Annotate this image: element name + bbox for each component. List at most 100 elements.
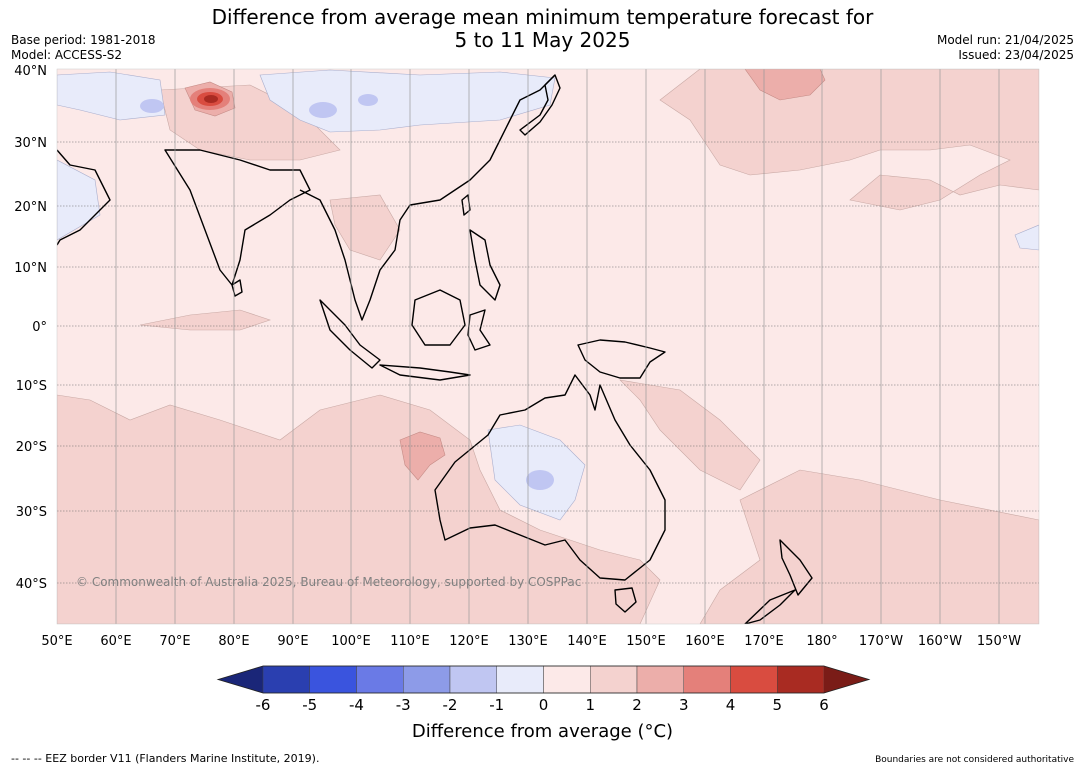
southern-ocean-warm-zone <box>57 394 661 624</box>
lon-label: 180° <box>806 634 837 649</box>
anomaly-hot-core <box>190 88 230 110</box>
colorbar-label: Difference from average (°C) <box>411 721 674 742</box>
model-name: Model: ACCESS-S2 <box>11 48 123 62</box>
anomaly-neg1-cores <box>140 94 554 490</box>
colorbar-tick-label: -3 <box>396 696 411 714</box>
lon-label: 100°E <box>331 634 371 649</box>
lon-label: 90°E <box>277 634 308 649</box>
colorbar-tick-label: 6 <box>819 696 829 714</box>
colorbar-tick-label: -4 <box>349 696 364 714</box>
new-guinea-coast <box>577 339 666 379</box>
lon-label: 80°E <box>218 634 249 649</box>
lon-label: 130°E <box>508 634 548 649</box>
lat-label: 40°N <box>14 64 47 79</box>
colorbar-swatch <box>683 665 731 694</box>
lat-label: 30°N <box>14 136 47 151</box>
japan-coast <box>519 74 561 136</box>
chart-subtitle: 5 to 11 May 2025 <box>454 28 631 52</box>
anomaly-1-2-zones <box>57 69 1039 624</box>
east-pacific-cool-zone <box>1014 224 1039 251</box>
colorbar-swatch <box>730 665 778 694</box>
lat-labels: 40°N 30°N 20°N 10°N 0° 10°S 20°S 30°S 40… <box>14 64 47 592</box>
colorbar-tick-label: 4 <box>726 696 736 714</box>
tasmania-coast <box>614 587 637 613</box>
philippines-coast <box>469 229 501 301</box>
colorbar-tick-label: -6 <box>256 696 271 714</box>
colorbar-tick-label: 0 <box>539 696 549 714</box>
lon-label: 120°E <box>449 634 489 649</box>
colorbar-swatch <box>403 665 451 694</box>
colorbar-tick-label: 3 <box>679 696 689 714</box>
pacific-warm-core <box>744 69 826 101</box>
north-pacific-warm-zone <box>659 69 1039 211</box>
lat-label: 20°N <box>14 200 47 215</box>
meta-left: Base period: 1981-2018 Model: ACCESS-S2 <box>11 33 156 63</box>
lon-label: 170°E <box>744 634 784 649</box>
lon-label: 110°E <box>390 634 430 649</box>
issued-date: Issued: 23/04/2025 <box>958 48 1074 62</box>
lat-label: 20°S <box>16 440 47 455</box>
meta-right: Model run: 21/04/2025 Issued: 23/04/2025 <box>937 33 1074 63</box>
western-australia-warm-core <box>399 431 446 481</box>
eez-legend: -- -- -- EEZ border V11 (Flanders Marine… <box>11 752 320 765</box>
lon-label: 150°W <box>977 634 1021 649</box>
lat-label: 40°S <box>16 577 47 592</box>
arabia-coast <box>57 149 111 246</box>
colorbar-tick-label: -1 <box>489 696 504 714</box>
lon-label: 60°E <box>100 634 131 649</box>
chart-title: Difference from average mean minimum tem… <box>211 5 874 29</box>
colorbar-swatch <box>496 665 544 694</box>
boundaries-note: Boundaries are not considered authoritat… <box>875 755 1074 765</box>
colorbar <box>216 665 871 694</box>
lon-label: 150°E <box>626 634 666 649</box>
lon-label: 160°E <box>685 634 725 649</box>
base-period: Base period: 1981-2018 <box>11 33 156 47</box>
colorbar-swatch <box>777 665 825 694</box>
colorbar-swatch <box>590 665 638 694</box>
colorbar-extend-low <box>218 666 263 693</box>
lat-label: 0° <box>32 320 47 335</box>
india-coast <box>164 149 311 286</box>
lon-label: 170°W <box>859 634 903 649</box>
forecast-map: © Commonwealth of Australia 2025, Bureau… <box>14 64 1040 714</box>
model-run: Model run: 21/04/2025 <box>936 33 1074 47</box>
new-zealand-coast <box>744 539 813 624</box>
meridians <box>115 69 1000 624</box>
colorbar-swatch <box>356 665 404 694</box>
se-asia-coast <box>299 74 556 321</box>
colorbar-extend-high <box>824 666 869 693</box>
australia-coast <box>434 374 666 581</box>
lat-label: 10°S <box>16 379 47 394</box>
tasman-pacific-warm-zone <box>699 469 1039 624</box>
colorbar-swatch <box>309 665 357 694</box>
colorbar-swatch <box>543 665 591 694</box>
central-asia-cool-zone <box>57 71 166 121</box>
java-coast <box>379 364 471 381</box>
sulawesi-coast <box>467 309 491 351</box>
sumatra-coast <box>319 299 381 369</box>
lon-label: 160°W <box>918 634 962 649</box>
lon-label: 140°E <box>567 634 607 649</box>
indochina-warm-zone <box>329 194 401 261</box>
tibet-cool-zone <box>259 69 556 133</box>
colorbar-swatch <box>262 665 310 694</box>
borneo-coast <box>411 289 466 346</box>
colorbar-tick-label: -5 <box>302 696 317 714</box>
colorbar-tick-label: 1 <box>585 696 595 714</box>
colorbar-swatch <box>636 665 684 694</box>
colorbar-tick-label: 2 <box>632 696 642 714</box>
taiwan-coast <box>461 194 471 216</box>
colorbar-border <box>216 665 871 694</box>
copyright-text: © Commonwealth of Australia 2025, Bureau… <box>76 575 581 589</box>
coral-sea-warm-zone <box>619 379 761 491</box>
colorbar-tick-label: -2 <box>443 696 458 714</box>
map-frame <box>56 68 1040 625</box>
lat-label: 10°N <box>14 261 47 276</box>
lat-label: 30°S <box>16 505 47 520</box>
colorbar-ticks: -6 -5 -4 -3 -2 -1 0 1 2 3 4 5 6 <box>256 696 829 714</box>
colorbar-tick-label: 5 <box>772 696 782 714</box>
colorbar-swatch <box>449 665 497 694</box>
lon-label: 50°E <box>41 634 72 649</box>
indian-equatorial-zone <box>139 309 271 331</box>
lon-label: 70°E <box>159 634 190 649</box>
